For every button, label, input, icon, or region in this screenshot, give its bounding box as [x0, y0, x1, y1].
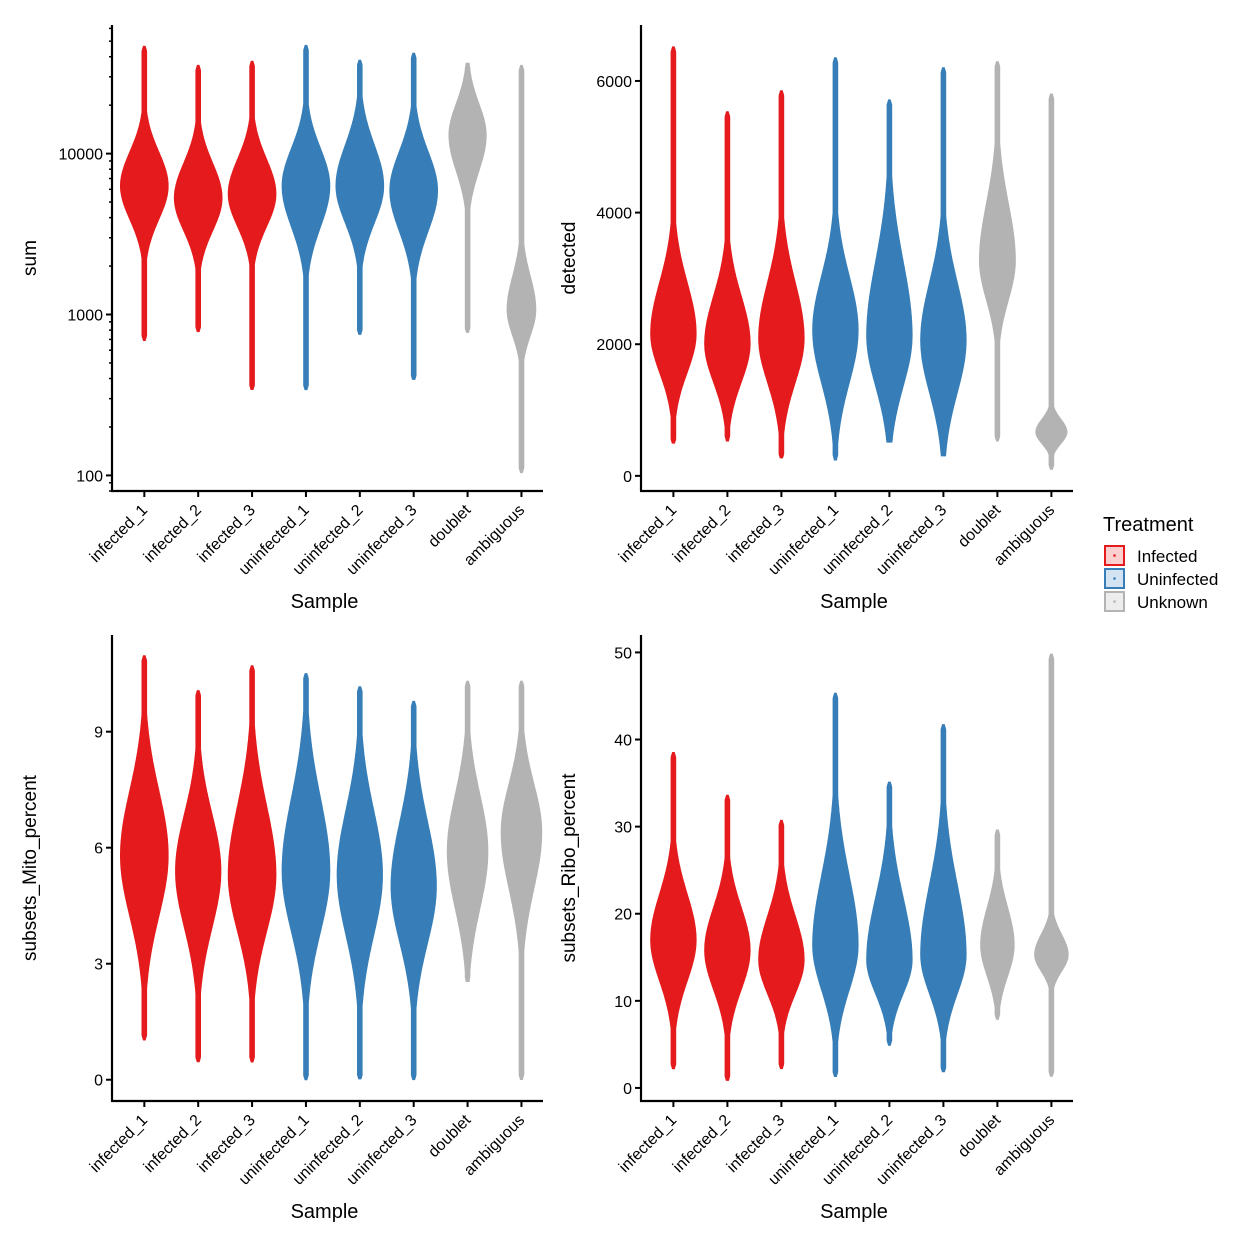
violin-uninfected-2: [866, 99, 913, 443]
x-tick-label: doublet: [955, 1111, 1005, 1161]
y-axis-title: subsets_Mito_percent: [20, 774, 41, 961]
y-tick-label: 3: [94, 957, 103, 974]
violin-infected-3: [227, 665, 277, 1063]
violin-uninfected-1: [281, 673, 331, 1081]
violin-uninfected-3: [920, 724, 967, 1073]
violin-infected-1: [650, 46, 697, 444]
y-tick-label: 20: [614, 907, 632, 924]
panel-detected: 0200040006000infected_1infected_2infecte…: [559, 25, 1073, 613]
y-tick-label: 4000: [596, 206, 632, 223]
violin-uninfected-1: [281, 44, 331, 391]
y-axis-title: detected: [559, 222, 580, 295]
y-tick-label: 50: [614, 645, 632, 662]
violin-doublet: [448, 62, 487, 333]
y-tick-label: 2000: [596, 337, 632, 354]
violin-uninfected-3: [389, 52, 438, 380]
x-axis-title: Sample: [820, 1201, 888, 1223]
violin-uninfected-2: [335, 59, 385, 335]
legend-title: Treatment: [1103, 514, 1194, 536]
violin-uninfected-2: [336, 686, 383, 1080]
y-tick-label: 9: [94, 725, 103, 742]
violin-infected-2: [173, 64, 223, 333]
x-tick-label: infected_2: [670, 1112, 734, 1176]
violin-uninfected-1: [812, 57, 859, 461]
legend-key-dot: [1113, 554, 1116, 557]
violin-infected-3: [758, 819, 805, 1070]
legend: Treatment Infected Uninfected Unknown: [1103, 514, 1218, 612]
y-tick-label: 30: [614, 820, 632, 837]
x-axis-title: Sample: [291, 591, 359, 613]
y-tick-label: 40: [614, 733, 632, 750]
x-tick-label: infected_2: [141, 1112, 205, 1176]
violin-infected-1: [120, 45, 169, 341]
y-tick-label: 10: [614, 994, 632, 1011]
panel-subsets-mito-percent: 0369infected_1infected_2infected_3uninfe…: [20, 635, 543, 1223]
legend-label: Infected: [1137, 547, 1198, 566]
y-tick-label: 6000: [596, 74, 632, 91]
y-axis-title: sum: [20, 240, 41, 276]
panel-subsets-ribo-percent: 01020304050infected_1infected_2infected_…: [559, 635, 1073, 1223]
x-tick-label: infected_2: [670, 502, 734, 566]
violin-infected-2: [704, 794, 751, 1081]
legend-label: Uninfected: [1137, 570, 1218, 589]
violin-uninfected-2: [866, 781, 913, 1046]
y-tick-label: 10000: [59, 147, 104, 164]
x-tick-label: infected_1: [616, 1112, 680, 1176]
x-tick-label: doublet: [955, 501, 1005, 551]
violin-doublet: [979, 61, 1016, 442]
violin-infected-1: [650, 752, 697, 1070]
x-tick-label: infected_1: [87, 1112, 151, 1176]
y-tick-label: 0: [623, 1081, 632, 1098]
y-tick-label: 0: [623, 469, 632, 486]
legend-label: Unknown: [1137, 593, 1208, 612]
y-axis-title: subsets_Ribo_percent: [559, 773, 580, 963]
x-axis-title: Sample: [820, 591, 888, 613]
x-tick-label: doublet: [425, 501, 475, 551]
y-tick-label: 100: [76, 468, 103, 485]
legend-key-dot: [1113, 577, 1116, 580]
violin-infected-3: [227, 60, 277, 390]
violin-doublet: [980, 829, 1015, 1020]
violin-infected-1: [120, 655, 169, 1041]
violin-ambiguous: [506, 64, 537, 474]
x-tick-label: infected_2: [141, 502, 205, 566]
violin-uninfected-1: [812, 692, 859, 1077]
panel-sum: 100100010000infected_1infected_2infected…: [20, 25, 543, 613]
violin-infected-3: [758, 90, 805, 459]
x-tick-label: doublet: [425, 1111, 475, 1161]
y-tick-label: 1000: [67, 308, 103, 325]
violin-doublet: [446, 680, 489, 982]
violin-ambiguous: [500, 680, 543, 1080]
y-tick-label: 6: [94, 841, 103, 858]
violin-uninfected-3: [390, 700, 437, 1081]
violin-infected-2: [704, 111, 751, 442]
x-tick-label: infected_1: [87, 502, 151, 566]
violin-ambiguous: [1034, 653, 1069, 1077]
violin-uninfected-3: [920, 67, 967, 457]
violin-ambiguous: [1035, 93, 1068, 470]
y-tick-label: 0: [94, 1073, 103, 1090]
legend-key-dot: [1113, 600, 1116, 603]
x-tick-label: infected_1: [616, 502, 680, 566]
violin-infected-2: [175, 690, 222, 1063]
x-axis-title: Sample: [291, 1201, 359, 1223]
